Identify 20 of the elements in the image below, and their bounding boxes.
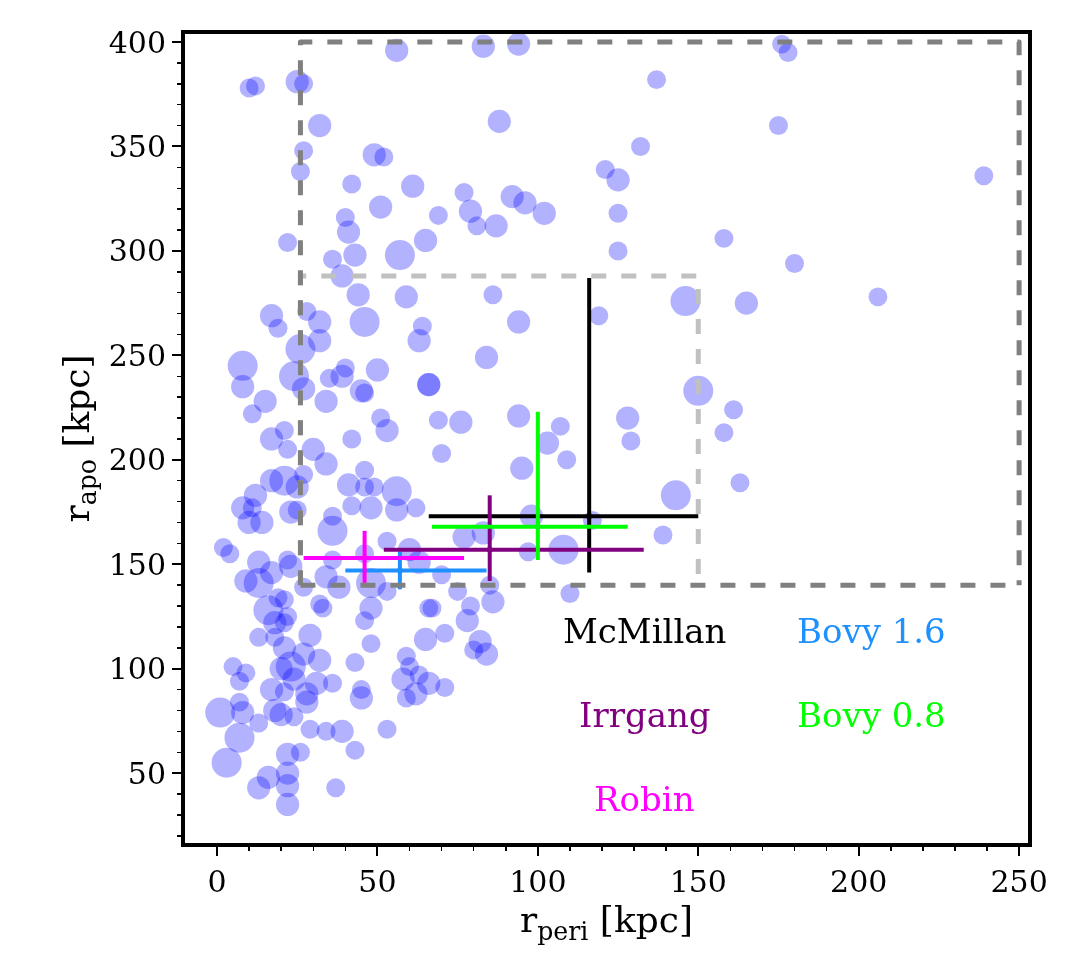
- y-tick-label: 300: [108, 233, 166, 269]
- y-tick-label: 250: [108, 337, 166, 373]
- text: Robin: [594, 779, 695, 819]
- y-tick-label: 400: [108, 24, 166, 60]
- x-tick-label: 50: [358, 864, 397, 899]
- text: Irrgang: [579, 695, 711, 735]
- x-tick-label: 0: [207, 864, 227, 899]
- legend-label: McMillan: [563, 611, 727, 651]
- y-tick-label: 50: [127, 755, 166, 791]
- y-tick-label: 200: [108, 442, 166, 478]
- x-tick-label: 100: [509, 864, 567, 899]
- y-tick-label: 350: [108, 128, 166, 164]
- y-tick-label: 150: [108, 546, 166, 582]
- y-tick-label: 100: [108, 651, 166, 687]
- x-tick-label: 200: [830, 864, 888, 899]
- x-tick-label: 150: [669, 864, 727, 899]
- text: Bovy 0.8: [797, 695, 946, 735]
- x-axis-title: r$_{peri}$ [kpc]: [520, 899, 693, 946]
- x-tick-label: 250: [990, 864, 1048, 899]
- text: Bovy 1.6: [797, 611, 946, 651]
